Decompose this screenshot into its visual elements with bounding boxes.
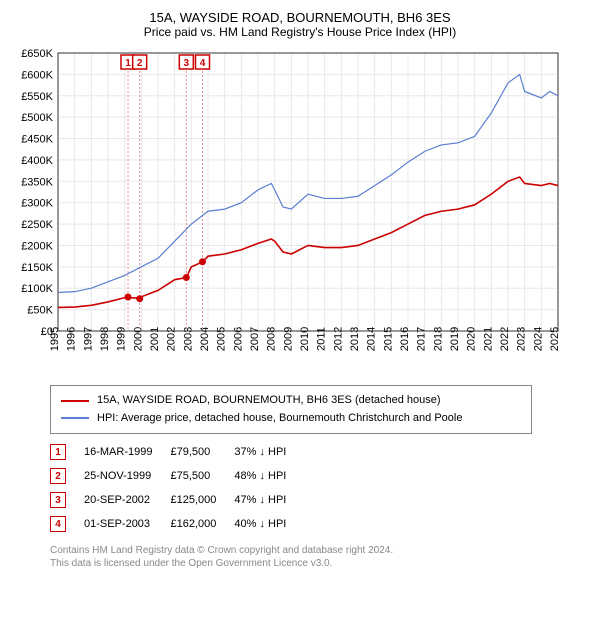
svg-text:1996: 1996 bbox=[66, 327, 78, 351]
svg-text:2008: 2008 bbox=[266, 327, 278, 351]
legend-label: HPI: Average price, detached house, Bour… bbox=[97, 410, 462, 428]
sale-price: £162,000 bbox=[170, 512, 234, 536]
legend-swatch bbox=[61, 417, 89, 419]
svg-text:£500K: £500K bbox=[21, 112, 53, 124]
svg-text:£600K: £600K bbox=[21, 69, 53, 81]
sale-marker-badge: 3 bbox=[50, 492, 66, 508]
legend: 15A, WAYSIDE ROAD, BOURNEMOUTH, BH6 3ES … bbox=[50, 385, 532, 434]
svg-text:2014: 2014 bbox=[366, 327, 378, 351]
svg-text:2002: 2002 bbox=[166, 327, 178, 351]
sale-price: £79,500 bbox=[170, 440, 234, 464]
svg-text:2015: 2015 bbox=[382, 327, 394, 351]
svg-text:2013: 2013 bbox=[349, 327, 361, 351]
svg-text:£200K: £200K bbox=[21, 240, 53, 252]
svg-text:2021: 2021 bbox=[482, 327, 494, 351]
svg-text:2017: 2017 bbox=[416, 327, 428, 351]
chart-area: £0£50K£100K£150K£200K£250K£300K£350K£400… bbox=[10, 47, 590, 377]
legend-item: 15A, WAYSIDE ROAD, BOURNEMOUTH, BH6 3ES … bbox=[61, 392, 521, 410]
sale-delta: 47% ↓ HPI bbox=[234, 488, 304, 512]
price-chart: £0£50K£100K£150K£200K£250K£300K£350K£400… bbox=[10, 47, 570, 377]
svg-text:2025: 2025 bbox=[549, 327, 561, 351]
svg-text:2019: 2019 bbox=[449, 327, 461, 351]
svg-text:2018: 2018 bbox=[432, 327, 444, 351]
svg-text:2010: 2010 bbox=[299, 327, 311, 351]
svg-text:2: 2 bbox=[137, 58, 143, 69]
sale-date: 16-MAR-1999 bbox=[84, 440, 170, 464]
svg-text:£50K: £50K bbox=[27, 305, 53, 317]
svg-text:1: 1 bbox=[125, 58, 131, 69]
sale-delta: 40% ↓ HPI bbox=[234, 512, 304, 536]
svg-text:£100K: £100K bbox=[21, 283, 53, 295]
svg-text:1995: 1995 bbox=[49, 327, 61, 351]
svg-text:£400K: £400K bbox=[21, 155, 53, 167]
svg-text:2009: 2009 bbox=[282, 327, 294, 351]
svg-text:£150K: £150K bbox=[21, 262, 53, 274]
svg-text:2022: 2022 bbox=[499, 327, 511, 351]
sale-price: £125,000 bbox=[170, 488, 234, 512]
svg-text:1998: 1998 bbox=[99, 327, 111, 351]
svg-text:2007: 2007 bbox=[249, 327, 261, 351]
legend-item: HPI: Average price, detached house, Bour… bbox=[61, 410, 521, 428]
footer-line-1: Contains HM Land Registry data © Crown c… bbox=[50, 544, 590, 557]
sale-delta: 37% ↓ HPI bbox=[234, 440, 304, 464]
svg-text:£650K: £650K bbox=[21, 48, 53, 60]
svg-text:2023: 2023 bbox=[516, 327, 528, 351]
svg-text:£300K: £300K bbox=[21, 198, 53, 210]
data-attribution: Contains HM Land Registry data © Crown c… bbox=[50, 544, 590, 570]
chart-subtitle: Price paid vs. HM Land Registry's House … bbox=[10, 25, 590, 39]
svg-text:2000: 2000 bbox=[132, 327, 144, 351]
sale-price: £75,500 bbox=[170, 464, 234, 488]
sales-table: 1 16-MAR-1999£79,50037% ↓ HPI 2 25-NOV-1999… bbox=[50, 440, 304, 536]
legend-label: 15A, WAYSIDE ROAD, BOURNEMOUTH, BH6 3ES … bbox=[97, 392, 441, 410]
svg-text:3: 3 bbox=[184, 58, 190, 69]
sale-marker-badge: 2 bbox=[50, 468, 66, 484]
sales-row: 1 16-MAR-1999£79,50037% ↓ HPI bbox=[50, 440, 304, 464]
sale-marker-badge: 1 bbox=[50, 444, 66, 460]
svg-text:2004: 2004 bbox=[199, 327, 211, 351]
svg-text:2012: 2012 bbox=[332, 327, 344, 351]
svg-text:2005: 2005 bbox=[216, 327, 228, 351]
svg-text:£550K: £550K bbox=[21, 91, 53, 103]
svg-text:1997: 1997 bbox=[82, 327, 94, 351]
sales-row: 4 01-SEP-2003£162,00040% ↓ HPI bbox=[50, 512, 304, 536]
svg-text:1999: 1999 bbox=[116, 327, 128, 351]
svg-text:£250K: £250K bbox=[21, 219, 53, 231]
chart-title: 15A, WAYSIDE ROAD, BOURNEMOUTH, BH6 3ES bbox=[10, 10, 590, 25]
svg-text:2006: 2006 bbox=[232, 327, 244, 351]
sale-date: 20-SEP-2002 bbox=[84, 488, 170, 512]
svg-text:4: 4 bbox=[200, 58, 206, 69]
svg-text:2020: 2020 bbox=[466, 327, 478, 351]
svg-text:2024: 2024 bbox=[532, 327, 544, 351]
sales-row: 2 25-NOV-1999£75,50048% ↓ HPI bbox=[50, 464, 304, 488]
svg-text:£450K: £450K bbox=[21, 134, 53, 146]
svg-text:2016: 2016 bbox=[399, 327, 411, 351]
sale-marker-badge: 4 bbox=[50, 516, 66, 532]
sales-row: 3 20-SEP-2002£125,00047% ↓ HPI bbox=[50, 488, 304, 512]
sale-delta: 48% ↓ HPI bbox=[234, 464, 304, 488]
svg-text:2003: 2003 bbox=[182, 327, 194, 351]
svg-text:2001: 2001 bbox=[149, 327, 161, 351]
sale-date: 01-SEP-2003 bbox=[84, 512, 170, 536]
footer-line-2: This data is licensed under the Open Gov… bbox=[50, 557, 590, 570]
sale-date: 25-NOV-1999 bbox=[84, 464, 170, 488]
svg-text:£350K: £350K bbox=[21, 176, 53, 188]
legend-swatch bbox=[61, 400, 89, 402]
